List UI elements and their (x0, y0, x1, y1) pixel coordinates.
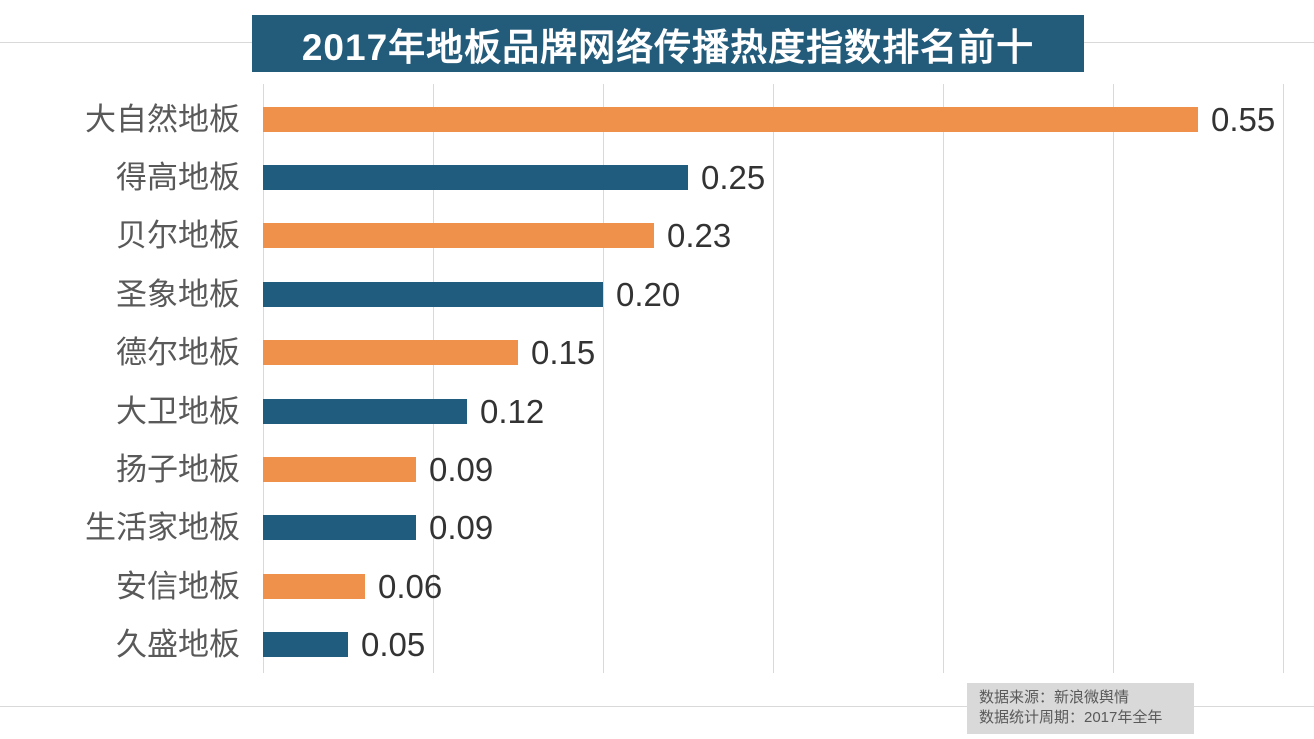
category-label: 久盛地板 (116, 627, 240, 663)
value-label: 0.05 (361, 626, 426, 664)
category-label: 德尔地板 (116, 335, 240, 371)
bar-row: 久盛地板 0.05 (0, 616, 1314, 674)
bar-row: 贝尔地板 0.23 (0, 207, 1314, 265)
value-label: 0.12 (480, 392, 545, 430)
x-gridline (603, 84, 604, 673)
value-label: 0.23 (667, 217, 732, 255)
x-gridline (773, 84, 774, 673)
bar (263, 632, 348, 658)
category-label: 安信地板 (116, 568, 240, 604)
value-label: 0.06 (378, 567, 443, 605)
category-label: 大自然地板 (85, 101, 240, 137)
value-label: 0.20 (616, 275, 681, 313)
value-label: 0.15 (531, 334, 596, 372)
plot-area (263, 84, 1284, 673)
bar (263, 340, 518, 366)
data-period-line: 数据统计周期：2017年全年 (979, 709, 1163, 726)
x-gridline (1283, 84, 1284, 673)
bar-row: 生活家地板 0.09 (0, 499, 1314, 557)
data-source-box: 数据来源：新浪微舆情 数据统计周期：2017年全年 (967, 683, 1194, 734)
bar-row: 扬子地板 0.09 (0, 440, 1314, 498)
chart-title-banner: 2017年地板品牌网络传播热度指数排名前十 (252, 15, 1084, 72)
bar (263, 398, 467, 424)
category-label: 得高地板 (116, 159, 240, 195)
bar-row: 安信地板 0.06 (0, 557, 1314, 615)
x-gridline (263, 84, 264, 673)
category-label: 大卫地板 (116, 393, 240, 429)
bar (263, 106, 1198, 132)
bar (263, 573, 365, 599)
bottom-divider-line (0, 706, 1314, 707)
bar-row: 得高地板 0.25 (0, 148, 1314, 206)
bar-row: 圣象地板 0.20 (0, 265, 1314, 323)
category-label: 圣象地板 (116, 276, 240, 312)
value-label: 0.09 (429, 509, 494, 547)
bar (263, 281, 603, 307)
bar-row: 德尔地板 0.15 (0, 324, 1314, 382)
chart-title: 2017年地板品牌网络传播热度指数排名前十 (301, 26, 1035, 68)
category-label: 扬子地板 (116, 451, 240, 487)
value-label: 0.55 (1211, 100, 1276, 138)
value-label: 0.09 (429, 450, 494, 488)
x-gridline (1113, 84, 1114, 673)
x-gridline (943, 84, 944, 673)
value-label: 0.25 (701, 158, 766, 196)
bar (263, 515, 416, 541)
bar (263, 164, 688, 190)
bar-row: 大自然地板 0.55 (0, 90, 1314, 148)
category-label: 生活家地板 (85, 510, 240, 546)
data-source-line: 数据来源：新浪微舆情 (979, 689, 1130, 706)
bar-row: 大卫地板 0.12 (0, 382, 1314, 440)
category-label: 贝尔地板 (116, 218, 240, 254)
x-gridline (433, 84, 434, 673)
bar (263, 223, 654, 249)
bar (263, 456, 416, 482)
